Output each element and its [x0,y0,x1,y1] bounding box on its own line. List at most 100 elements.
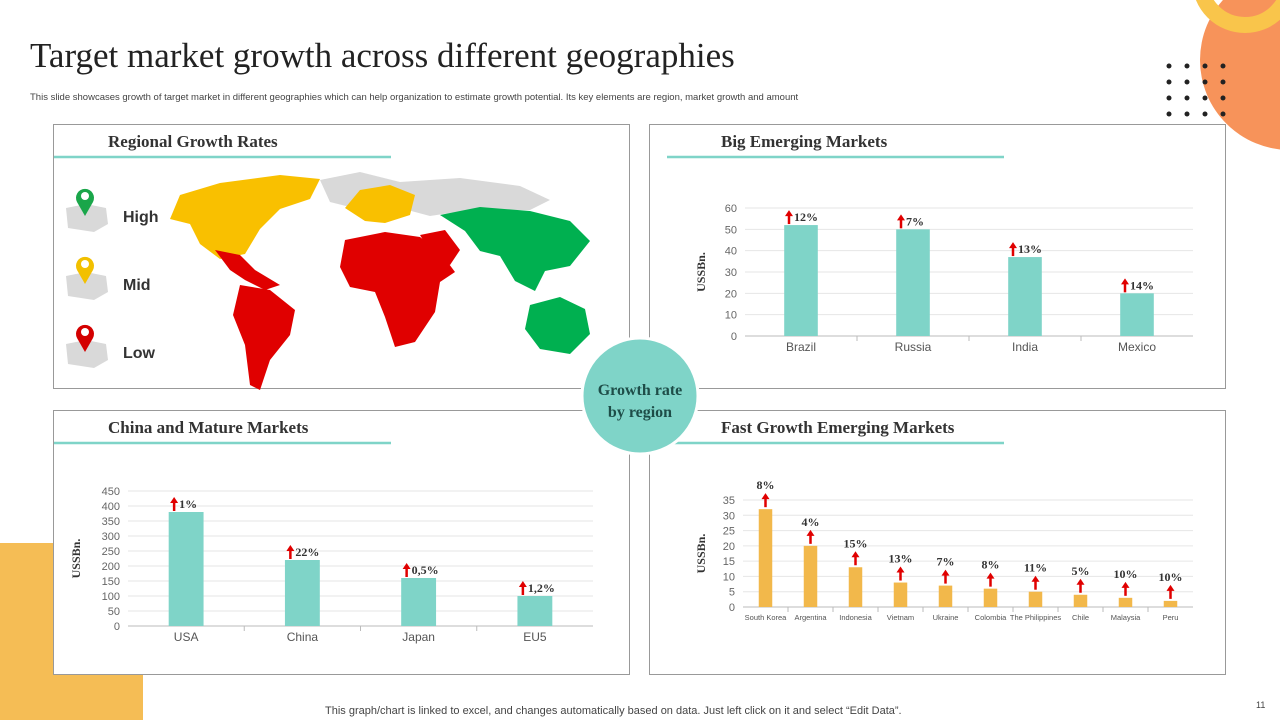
y-tick-label: 40 [725,246,737,258]
x-tick-label: The Philippines [1010,613,1062,622]
panel-title: Big Emerging Markets [721,132,888,151]
x-tick-label: Malaysia [1111,613,1141,622]
y-tick-label: 10 [723,571,735,583]
y-tick-label: 200 [102,561,120,573]
x-tick-label: China [287,630,319,644]
growth-arrow-head [1121,581,1130,588]
growth-arrow-head [986,572,995,579]
y-tick-label: 150 [102,576,120,588]
y-axis-label: USSBn. [694,252,708,292]
growth-label: 14% [1130,278,1154,292]
y-tick-label: 100 [102,591,120,603]
y-tick-label: 350 [102,516,120,528]
growth-arrow-head [286,545,295,551]
bar [893,582,908,607]
legend-label: Mid [123,277,151,294]
decor-circle [1200,0,1280,150]
growth-arrow-head [897,214,905,221]
bar [284,560,320,626]
x-tick-label: Russia [895,340,932,354]
bar [1028,591,1043,607]
footer-note: This graph/chart is linked to excel, and… [325,705,902,717]
y-tick-label: 60 [725,203,737,215]
center-circle [580,336,700,456]
growth-label: 7% [906,214,924,228]
y-tick-label: 0 [731,331,737,343]
y-tick-label: 25 [723,526,735,538]
decor-dots [1166,63,1226,117]
panels [53,124,1226,675]
growth-label: 1% [179,497,197,511]
legend-label: High [123,209,159,226]
bar [803,545,818,607]
growth-arrow-head [785,210,793,217]
x-tick-label: South Korea [745,613,788,622]
growth-label: 8% [982,558,1000,572]
x-tick-label: India [1012,340,1038,354]
world-map [170,172,590,390]
y-tick-label: 0 [729,602,735,614]
growth-arrow-head [941,569,950,576]
growth-label: 7% [937,555,955,569]
y-tick-label: 5 [729,587,735,599]
bar [1118,597,1133,607]
panel-title: China and Mature Markets [108,418,309,437]
bar [401,578,437,626]
growth-arrow-head [402,563,411,569]
y-tick-label: 450 [102,486,120,498]
slide-subtitle: This slide showcases growth of target ma… [30,92,799,103]
x-tick-label: Mexico [1118,340,1156,354]
center-text: by region [608,404,672,421]
bar [1120,293,1154,336]
title-underlines [54,155,1004,445]
x-tick-label: Peru [1163,613,1179,622]
growth-arrow-head [518,581,527,587]
x-tick-label: Argentina [794,613,827,622]
bar [983,588,998,607]
growth-label: 22% [295,545,319,559]
decor-ring [1195,0,1280,33]
growth-arrow-head [851,551,860,558]
y-tick-label: 20 [725,288,737,300]
bar [758,509,773,607]
bar [896,229,930,336]
y-tick-label: 35 [723,495,735,507]
growth-arrow-head [1166,584,1175,591]
x-tick-label: EU5 [523,630,547,644]
x-tick-label: Colombia [975,613,1008,622]
bar [168,512,204,626]
x-tick-label: Japan [402,630,435,644]
growth-label: 10% [1114,567,1138,581]
y-tick-label: 300 [102,531,120,543]
y-tick-label: 0 [114,621,120,633]
bar [848,567,863,607]
growth-label: 13% [889,552,913,566]
bar [784,225,818,336]
growth-label: 13% [1018,242,1042,256]
growth-arrow-head [761,493,770,500]
growth-label: 5% [1072,564,1090,578]
x-tick-label: Brazil [786,340,816,354]
slide-title: Target market growth across different ge… [30,36,735,75]
growth-arrow-head [1121,278,1129,285]
y-axis-label: USSBn. [69,539,83,579]
bar [1008,257,1042,336]
bar [1163,600,1178,607]
growth-arrow-head [896,566,905,573]
growth-label: 15% [844,536,868,550]
y-axis-label: USSBn. [694,534,708,574]
y-tick-label: 20 [723,541,735,553]
growth-label: 1,2% [528,581,555,595]
growth-label: 11% [1024,561,1047,575]
x-tick-label: Ukraine [933,613,959,622]
panel-title: Fast Growth Emerging Markets [721,418,955,437]
y-tick-label: 50 [725,224,737,236]
bar [517,596,553,626]
map-legend [66,188,108,368]
panel-title: Regional Growth Rates [108,132,278,151]
legend-label: Low [123,345,156,362]
x-tick-label: Indonesia [839,613,872,622]
y-tick-label: 400 [102,501,120,513]
page-number: 11 [1256,700,1265,710]
